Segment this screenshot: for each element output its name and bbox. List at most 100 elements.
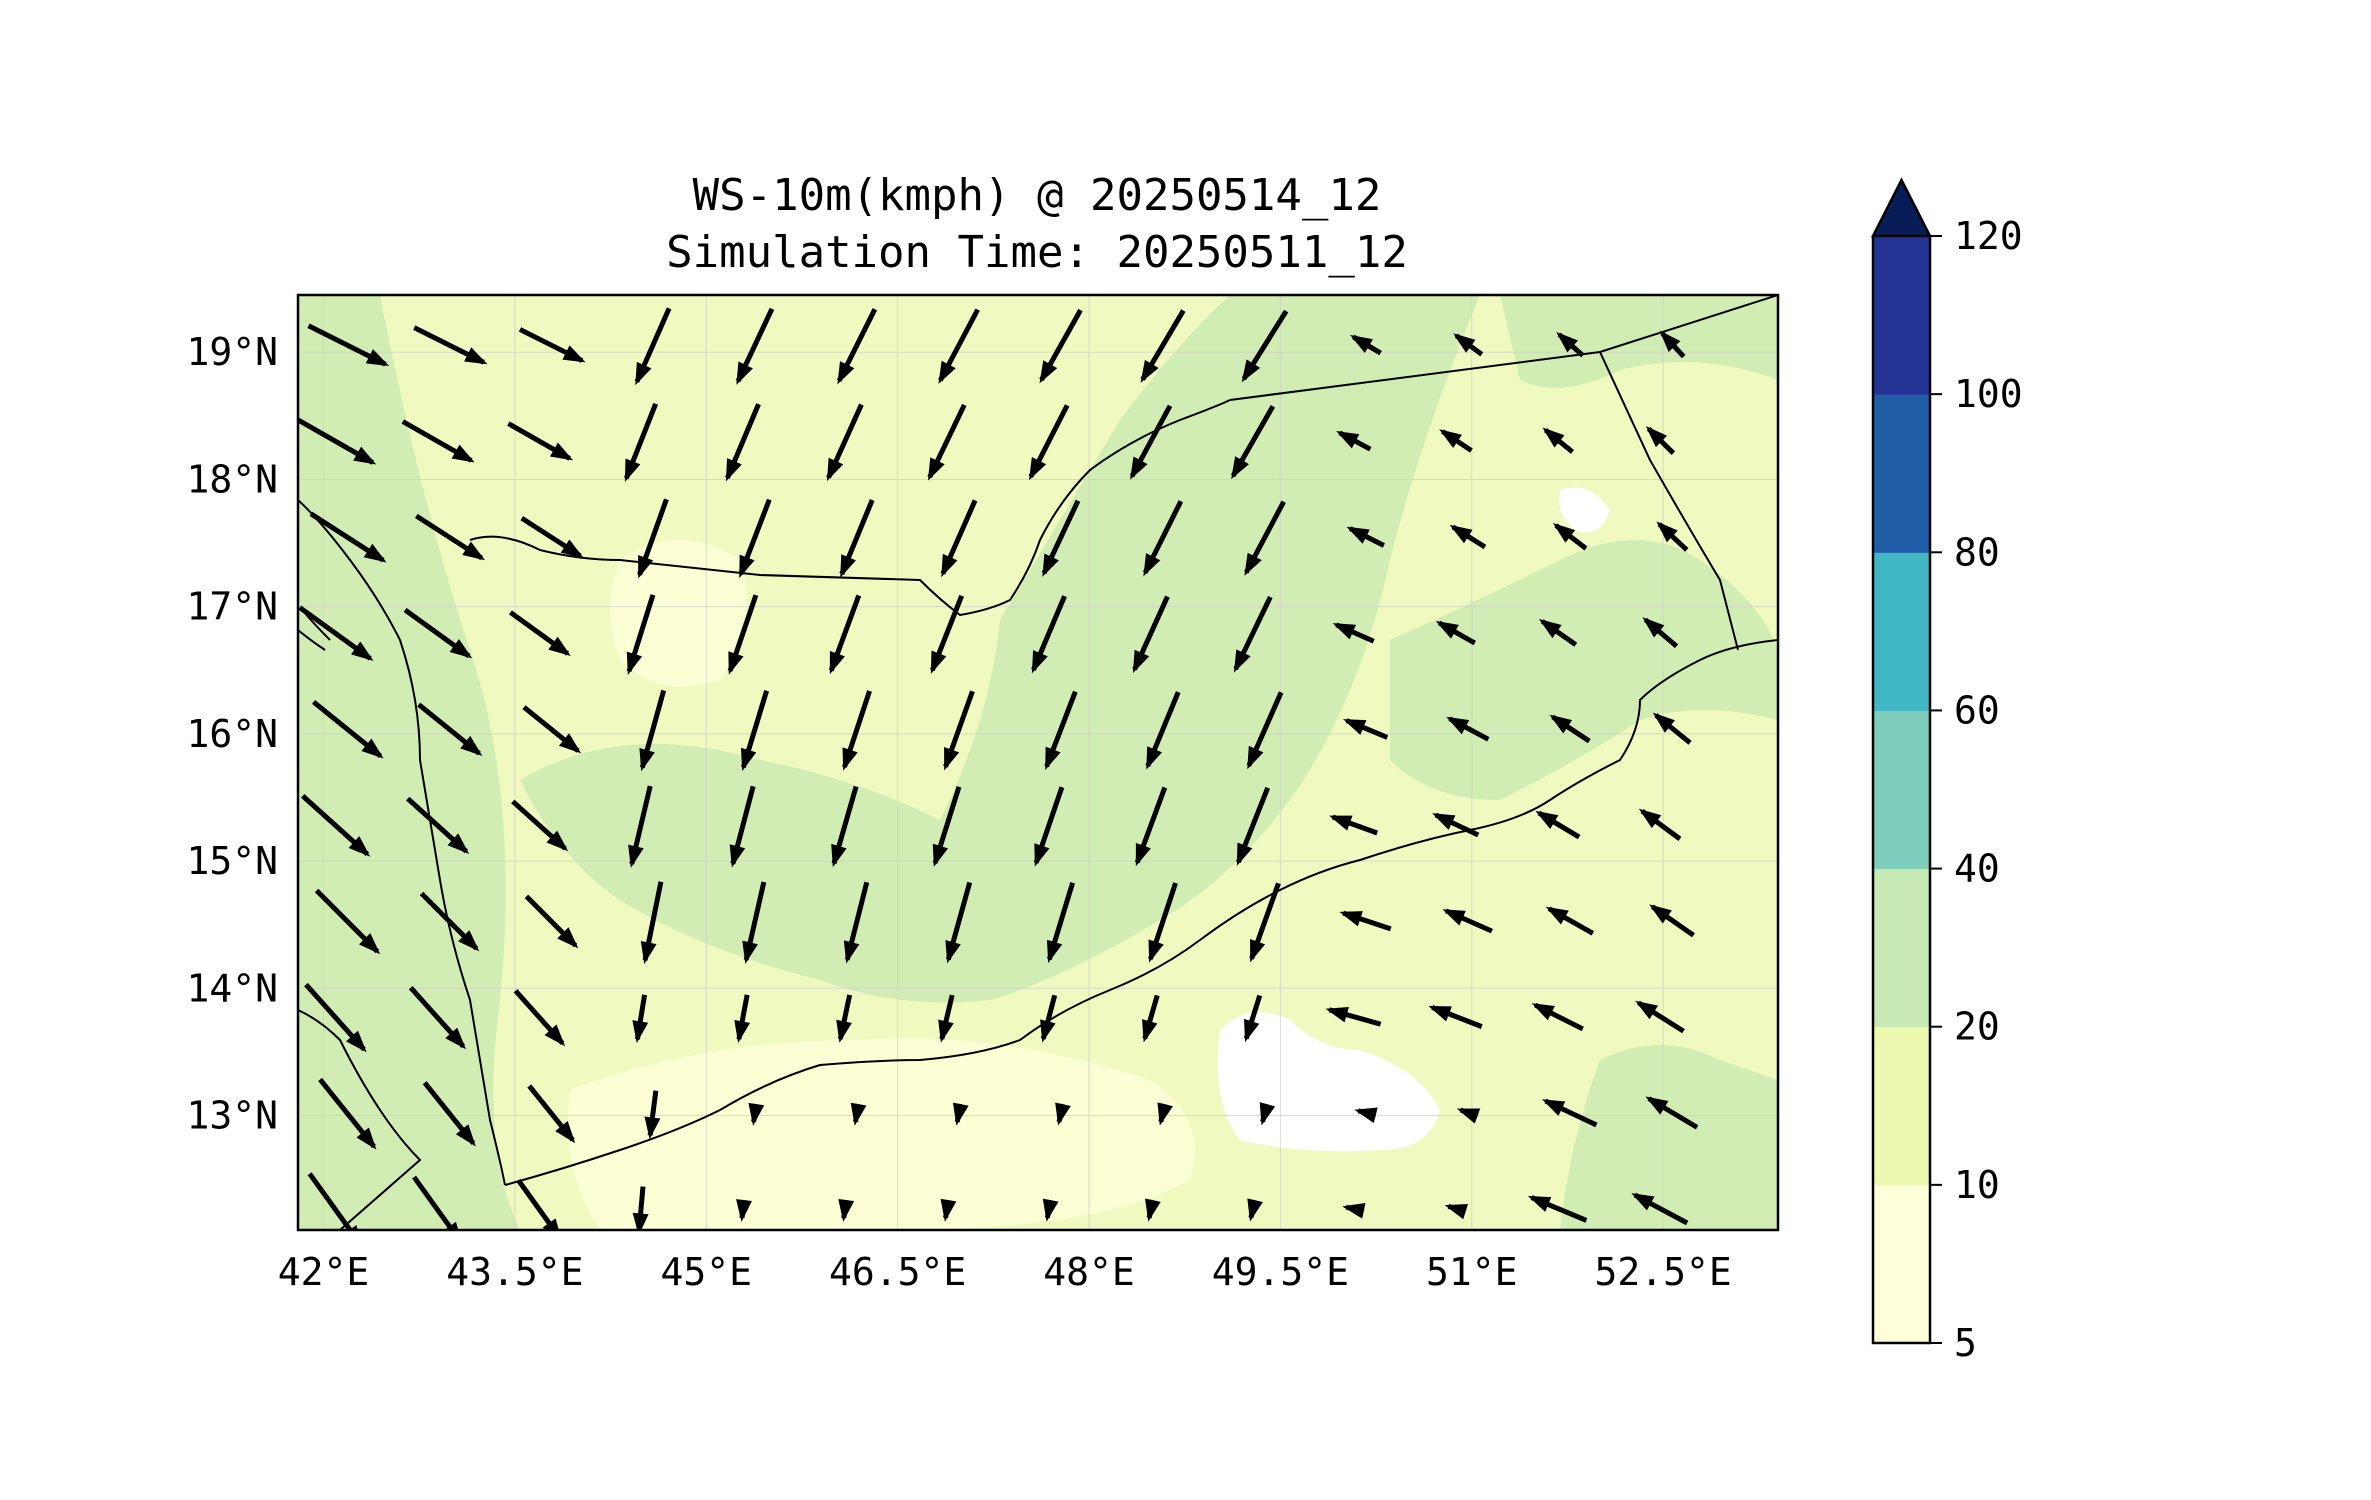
- wind-vector-arrow: [839, 499, 875, 578]
- wind-vector-arrow: [1453, 333, 1484, 357]
- wind-vector-arrow: [419, 891, 480, 952]
- wind-vector-arrow: [1243, 994, 1263, 1043]
- wind-vector-arrow: [1039, 308, 1083, 384]
- wind-vector-arrow: [639, 689, 667, 772]
- weak-wind-interior: [610, 540, 747, 687]
- wind-vector-arrow: [314, 888, 381, 955]
- wind-band-east: [1390, 540, 1778, 800]
- wind-vector-arrow: [1041, 499, 1081, 577]
- wind-vector-arrow: [1140, 309, 1186, 383]
- wind-vector-arrow: [1241, 309, 1289, 383]
- wind-band-west: [298, 295, 520, 1230]
- colorbar-tick-label: 120: [1954, 214, 2023, 258]
- wind-vector-arrow: [1046, 882, 1076, 964]
- colorbar: 5 10 20 40 60 80 100 120: [1870, 177, 2023, 1365]
- wind-vector-arrow: [403, 607, 473, 659]
- colorbar-segment: [1873, 868, 1930, 1028]
- wind-vector-arrow: [929, 594, 965, 674]
- longitude-tick-label: 46.5°E: [829, 1250, 966, 1294]
- colorbar-segment: [1873, 1184, 1930, 1344]
- yemen-south-coastline: [504, 639, 1778, 1186]
- wind-vector-arrow: [628, 785, 653, 868]
- wind-vector-arrow: [1145, 1198, 1161, 1222]
- wind-vector-arrow: [301, 794, 371, 857]
- wind-vector-arrow: [508, 610, 571, 656]
- wind-vector-arrow: [940, 499, 978, 578]
- wind-vector-arrow: [1346, 526, 1386, 548]
- wind-vector-arrow: [1342, 1202, 1366, 1219]
- colorbar-tick-label: 20: [1954, 1005, 2000, 1049]
- wind-vector-arrow: [943, 690, 975, 771]
- wind-vector-arrow: [1343, 718, 1389, 740]
- wind-vector-arrow: [1631, 1192, 1689, 1226]
- wind-vector-arrow: [406, 796, 470, 855]
- wind-vector-arrow: [640, 881, 664, 965]
- wind-vector-arrow: [1031, 595, 1067, 674]
- wind-vector-arrow: [1449, 524, 1487, 550]
- wind-vector-arrow: [748, 1102, 765, 1126]
- latitude-tick-label: 14°N: [186, 966, 278, 1010]
- wind-vector-arrow: [1132, 595, 1170, 674]
- map-subtitle: Simulation Time: 20250511_12: [666, 227, 1408, 278]
- wind-vector-arrow: [1656, 521, 1689, 552]
- wind-band-southeast: [1560, 1045, 1778, 1230]
- wind-vector-arrow: [1549, 714, 1591, 744]
- wind-vector-arrow: [734, 994, 751, 1044]
- red-sea-coastline: [298, 499, 506, 1186]
- wind-vector-arrow: [945, 881, 973, 964]
- wind-vector-arrow: [1246, 691, 1284, 770]
- wind-vector-arrow: [850, 1102, 867, 1126]
- wind-vector-arrow: [938, 994, 955, 1043]
- longitude-tick-label: 51°E: [1426, 1250, 1518, 1294]
- wind-vector-arrow: [1028, 404, 1070, 481]
- wind-vector-arrow: [838, 1198, 855, 1222]
- wind-vector-arrow: [1552, 523, 1588, 551]
- wind-vector-arrow: [1142, 994, 1160, 1043]
- longitude-tick-label: 45°E: [661, 1250, 753, 1294]
- wind-vector-arrow: [725, 403, 761, 482]
- colorbar-tick-label: 40: [1954, 847, 2000, 891]
- wind-vector-arrow: [742, 881, 767, 964]
- wind-vector-arrow: [1055, 1102, 1071, 1126]
- map-gridlines: [298, 295, 1778, 1230]
- wind-vector-arrow: [729, 785, 756, 868]
- wind-vector-arrow: [1542, 427, 1575, 454]
- colorbar-tick-label: 80: [1954, 530, 2000, 574]
- colorbar-extend-max: [1870, 177, 1933, 238]
- wind-vector-arrow: [836, 308, 878, 385]
- wind-vector-arrow: [1531, 1002, 1584, 1032]
- wind-vector-arrow: [644, 1090, 661, 1140]
- calm-area-north: [1559, 487, 1610, 533]
- longitude-axis: 42°E 43.5°E 45°E 46.5°E 48°E 49.5°E 51°E 52.5°E: [278, 1250, 1732, 1294]
- wind-vector-arrow: [842, 690, 872, 771]
- wind-vector-arrow: [1259, 1102, 1276, 1126]
- wind-vector-arrow: [843, 881, 870, 964]
- wind-vector-arrow: [1432, 812, 1480, 838]
- map-title: WS-10m(kmph) @ 20250514_12: [693, 170, 1382, 221]
- wind-vector-arrow: [524, 894, 579, 949]
- wind-vector-arrow: [318, 1077, 377, 1150]
- map-frame: [296, 293, 1780, 1232]
- wind-vector-arrow: [632, 994, 649, 1044]
- colorbar-segment: [1873, 394, 1930, 553]
- wind-vector-arrow: [1336, 430, 1372, 452]
- wind-vector-arrow: [826, 403, 864, 482]
- weak-wind-gulf: [568, 1038, 1195, 1230]
- wind-vector-arrow: [1129, 404, 1173, 480]
- wind-vector-arrow: [1235, 786, 1271, 866]
- longitude-tick-label: 52.5°E: [1595, 1250, 1732, 1294]
- wind-vector-arrow: [520, 516, 584, 558]
- wind-vector-arrow: [952, 1102, 969, 1126]
- wind-vector-arrow: [422, 1081, 476, 1147]
- wind-vector-arrow: [1649, 904, 1695, 938]
- wind-vector-arrow: [634, 307, 672, 386]
- wind-vector-arrow: [311, 700, 384, 759]
- latitude-tick-label: 17°N: [186, 585, 278, 629]
- wind-vector-arrow: [516, 1178, 559, 1230]
- wind-vector-arrow: [1446, 716, 1490, 742]
- wind-vector-arrow: [1645, 426, 1676, 455]
- wind-vector-arrow: [1033, 786, 1065, 867]
- wind-vector-arrow: [414, 513, 486, 561]
- wind-vector-arrow: [831, 785, 859, 868]
